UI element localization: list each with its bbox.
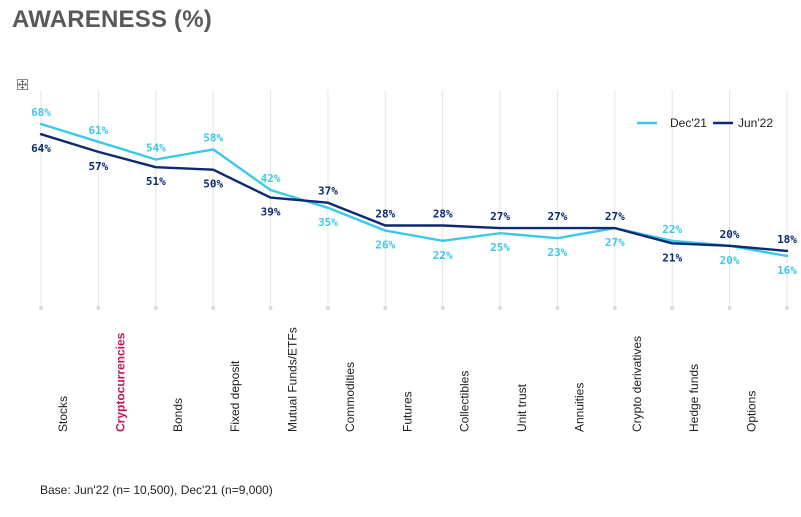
- data-label-dec21: 54%: [146, 142, 166, 155]
- data-label-dec21: 42%: [261, 172, 281, 185]
- data-label-dec21: 22%: [433, 249, 453, 262]
- data-label-jun22: 27%: [605, 210, 625, 223]
- category-label: Bonds: [171, 398, 185, 432]
- category-label: Fixed deposit: [228, 360, 242, 432]
- tick-mark: [555, 306, 560, 310]
- tick-mark: [383, 306, 388, 310]
- category-labels: Stocks Cryptocurrencies Bonds Fixed deposit…: [56, 327, 759, 432]
- category-label: Collectibles: [458, 371, 472, 432]
- category-label: Mutual Funds/ETFs: [286, 327, 300, 432]
- data-label-jun22: 27%: [490, 210, 510, 223]
- data-label-dec21: 68%: [31, 106, 51, 119]
- tick-mark: [727, 306, 732, 310]
- data-label-jun22: 28%: [433, 208, 453, 221]
- chart-title: AWARENESS (%): [12, 6, 212, 33]
- series-line-jun22: [39, 132, 789, 253]
- base-note: Base: Jun'22 (n= 10,500), Dec'21 (n=9,00…: [40, 483, 273, 497]
- category-label: Annuities: [572, 383, 586, 432]
- category-label: Options: [745, 391, 759, 432]
- tick-mark: [39, 306, 43, 310]
- data-label-dec21: 27%: [605, 236, 625, 249]
- legend-label-dec21: Dec'21: [670, 116, 707, 130]
- legend: Dec'21 Jun'22: [637, 116, 773, 130]
- data-label-dec21: 61%: [88, 124, 108, 137]
- tick-mark: [153, 306, 158, 310]
- tick-mark: [96, 306, 101, 310]
- category-label: Commodities: [343, 362, 357, 432]
- category-label: Unit trust: [515, 383, 529, 432]
- category-label: Cryptocurrencies: [113, 332, 127, 432]
- tick-mark: [498, 306, 503, 310]
- series-line-dec21: [39, 122, 789, 258]
- tick-mark: [785, 306, 789, 310]
- data-label-jun22: 64%: [31, 142, 51, 155]
- move-handle-icon[interactable]: [17, 79, 28, 90]
- tick-mark: [670, 306, 675, 310]
- data-label-dec21: 16%: [777, 264, 797, 277]
- tick-mark: [211, 306, 216, 310]
- data-label-jun22: 57%: [88, 160, 108, 173]
- tick-mark: [440, 306, 445, 310]
- data-label-jun22: 28%: [375, 208, 395, 221]
- data-label-dec21: 22%: [662, 223, 682, 236]
- data-label-jun22: 18%: [777, 233, 797, 246]
- category-label: Futures: [400, 391, 414, 432]
- data-label-dec21: 58%: [203, 131, 223, 144]
- data-label-jun22: 20%: [720, 228, 740, 241]
- category-label: Crypto derivatives: [630, 336, 644, 432]
- data-label-jun22: 39%: [261, 206, 281, 219]
- category-label: Hedge funds: [687, 364, 701, 432]
- tick-mark: [268, 306, 273, 310]
- data-label-jun22: 37%: [318, 185, 338, 198]
- data-label-jun22: 27%: [548, 210, 568, 223]
- data-label-dec21: 26%: [375, 239, 395, 252]
- gridlines: [39, 90, 789, 310]
- data-label-jun22: 21%: [662, 251, 682, 264]
- tick-mark: [325, 306, 330, 310]
- data-label-dec21: 35%: [318, 216, 338, 229]
- data-label-dec21: 25%: [490, 241, 510, 254]
- category-label: Stocks: [56, 396, 70, 432]
- tick-mark: [612, 306, 617, 310]
- data-label-dec21: 23%: [548, 246, 568, 259]
- data-label-jun22: 50%: [203, 178, 223, 191]
- data-label-jun22: 51%: [146, 175, 166, 188]
- series-lines: [39, 122, 789, 258]
- data-labels: 68% 64% 61% 57% 54% 51% 58% 50% 42% 39% 35% 37% 26% 2…: [31, 106, 797, 277]
- legend-label-jun22: Jun'22: [738, 116, 773, 130]
- data-label-dec21: 20%: [720, 254, 740, 267]
